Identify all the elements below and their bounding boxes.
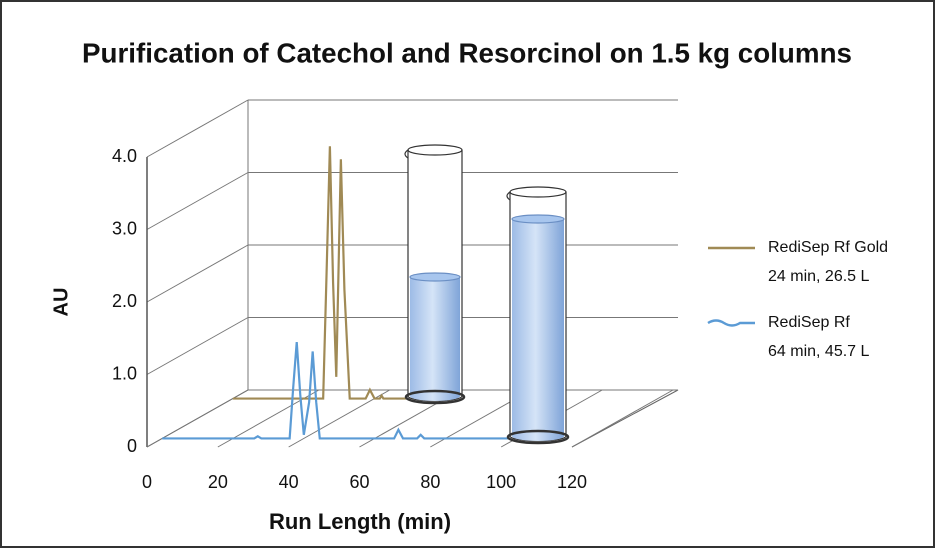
page: {"chart_data": {"type": "line", "title":… bbox=[0, 0, 935, 548]
x-axis-label: Run Length (min) bbox=[269, 509, 451, 534]
cylinder-liquid bbox=[410, 277, 460, 401]
x-tick-label: 0 bbox=[142, 472, 152, 492]
y-tick-label: 0 bbox=[127, 436, 137, 456]
legend-detail: 64 min, 45.7 L bbox=[768, 343, 870, 360]
y-tick-label: 2.0 bbox=[112, 291, 137, 311]
x-tick-label: 120 bbox=[557, 472, 587, 492]
cylinder-liquid bbox=[512, 219, 564, 441]
y-tick-label: 1.0 bbox=[112, 363, 137, 383]
liquid-surface bbox=[410, 273, 460, 281]
liquid-surface bbox=[512, 215, 564, 223]
x-tick-label: 80 bbox=[420, 472, 440, 492]
y-axis-label: AU bbox=[50, 288, 72, 317]
chart: Purification of Catechol and Resorcinol … bbox=[0, 0, 935, 548]
x-tick-label: 20 bbox=[208, 472, 228, 492]
y-tick-label: 4.0 bbox=[112, 146, 137, 166]
y-tick-label: 3.0 bbox=[112, 218, 137, 238]
legend-label: RediSep Rf bbox=[768, 314, 850, 331]
chart-title: Purification of Catechol and Resorcinol … bbox=[82, 37, 852, 68]
legend-detail: 24 min, 26.5 L bbox=[768, 268, 870, 285]
legend-label: RediSep Rf Gold bbox=[768, 239, 888, 256]
x-tick-label: 40 bbox=[279, 472, 299, 492]
x-tick-label: 60 bbox=[349, 472, 369, 492]
x-tick-label: 100 bbox=[486, 472, 516, 492]
